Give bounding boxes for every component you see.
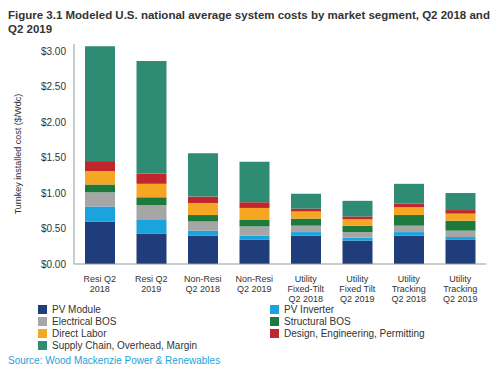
html-text:Figure 3.1 Modeled U.S. nation: Figure 3.1 Modeled U.S. national average… [8,9,490,35]
svg-text:Fixed-Tilt: Fixed-Tilt [287,284,324,294]
svg-text:Q2 2019: Q2 2019 [443,294,478,304]
svg-text:Q2 2018: Q2 2018 [185,284,220,294]
svg-text:Utility: Utility [346,274,368,284]
html-text:PV Module: PV Module [52,304,101,315]
svg-text:Fixed Tilt: Fixed Tilt [339,284,376,294]
svg-text:$2.00: $2.00 [41,117,66,128]
svg-text:Tracking: Tracking [443,284,477,294]
svg-text:Q2 2018: Q2 2018 [288,294,323,304]
html-text:PV Inverter: PV Inverter [284,304,334,315]
svg-text:Resi Q2: Resi Q2 [135,274,168,284]
svg-text:Non-Resi: Non-Resi [235,274,273,284]
svg-text:$1.50: $1.50 [41,152,66,163]
html-text:Design, Engineering, Permittin: Design, Engineering, Permitting [284,328,425,339]
svg-text:$0.50: $0.50 [41,223,66,234]
html-text:Structural BOS: Structural BOS [284,316,351,327]
svg-text:Resi Q2: Resi Q2 [83,274,116,284]
svg-text:Q2 2018: Q2 2018 [391,294,426,304]
svg-text:$2.50: $2.50 [41,81,66,92]
svg-text:$0.00: $0.00 [41,259,66,270]
html-text:Source: Wood Mackenzie Power &: Source: Wood Mackenzie Power & Renewable… [8,355,221,366]
svg-text:Tracking: Tracking [392,284,426,294]
svg-text:Utility: Utility [398,274,420,284]
svg-text:$1.00: $1.00 [41,188,66,199]
svg-text:2018: 2018 [90,284,110,294]
svg-text:2019: 2019 [141,284,161,294]
html-text:Electrical BOS: Electrical BOS [52,316,117,327]
html-text:Direct Labor: Direct Labor [52,328,107,339]
html-text:Supply Chain, Overhead, Margin: Supply Chain, Overhead, Margin [52,340,198,351]
svg-text:Non-Resi: Non-Resi [184,274,222,284]
svg-text:$3.00: $3.00 [41,46,66,57]
svg-text:Q2 2019: Q2 2019 [237,284,272,294]
svg-text:Turnkey installed cost ($/Wdc): Turnkey installed cost ($/Wdc) [13,94,23,215]
svg-text:Q2 2019: Q2 2019 [340,294,375,304]
svg-text:Utility: Utility [295,274,317,284]
svg-text:Utility: Utility [449,274,471,284]
